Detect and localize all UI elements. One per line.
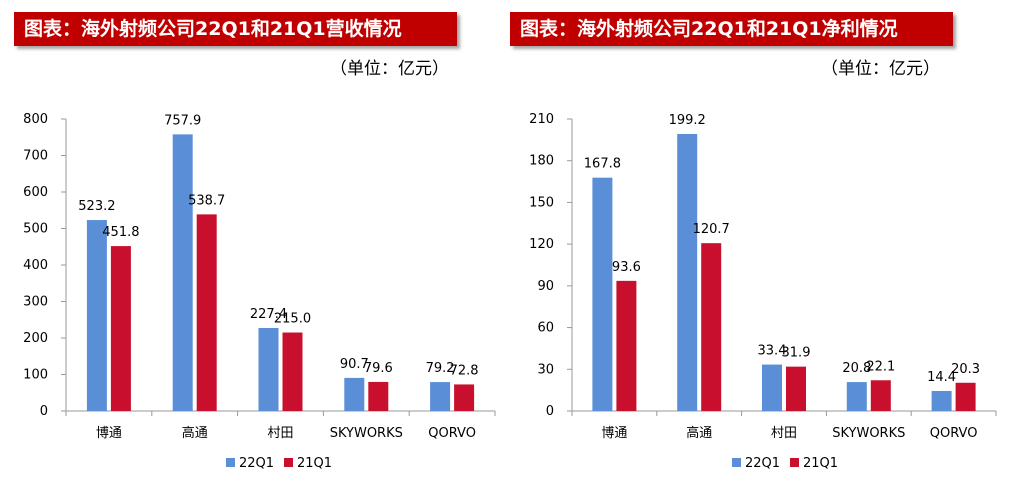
y-tick-label: 100 xyxy=(23,368,48,383)
category-label: 村田 xyxy=(267,426,293,441)
y-tick-label: 0 xyxy=(40,404,48,419)
legend-swatch xyxy=(284,458,293,467)
data-label: 79.6 xyxy=(364,361,393,376)
net-profit-chart-panel: 图表：海外射频公司22Q1和21Q1净利情况 （单位：亿元） 0 30 60 90 12… xyxy=(506,0,1012,484)
category-label: 博通 xyxy=(601,426,627,441)
unit-label: （单位：亿元） xyxy=(330,59,449,79)
bar-21Q1 xyxy=(196,214,217,411)
bar-22Q1 xyxy=(592,177,613,411)
legend-label: 22Q1 xyxy=(239,456,274,471)
category-label: SKYWORKS xyxy=(330,426,403,441)
y-tick-label: 600 xyxy=(23,185,48,200)
chart-title: 图表：海外射频公司22Q1和21Q1营收情况 xyxy=(14,12,457,46)
bar-21Q1 xyxy=(701,243,722,411)
legend-swatch xyxy=(732,458,741,467)
category-label: 村田 xyxy=(771,426,797,441)
data-label: 20.8 xyxy=(842,361,871,376)
data-label: 79.2 xyxy=(426,361,455,376)
category-label: 高通 xyxy=(686,425,712,441)
legend-label: 22Q1 xyxy=(745,456,780,471)
data-label: 523.2 xyxy=(78,199,115,214)
y-tick-label: 300 xyxy=(23,295,48,310)
legend-label: 21Q1 xyxy=(297,456,332,471)
category-label: SKYWORKS xyxy=(832,426,905,441)
y-tick-label: 800 xyxy=(23,112,48,127)
data-label: 33.4 xyxy=(758,344,787,359)
data-label: 22.1 xyxy=(866,359,895,374)
data-label: 14.4 xyxy=(927,370,956,385)
bar-21Q1 xyxy=(616,280,637,411)
data-label: 538.7 xyxy=(188,193,225,208)
bar-22Q1 xyxy=(86,220,107,411)
y-tick-label: 60 xyxy=(537,321,554,336)
revenue-bar-chart: 0 100 200 300 400 500 600 700 800 523.2 451.8 博通 757… xyxy=(23,112,496,471)
bar-21Q1 xyxy=(110,246,131,411)
y-tick-label: 500 xyxy=(23,222,48,237)
data-label: 90.7 xyxy=(340,357,369,372)
bar-22Q1 xyxy=(172,134,193,411)
legend-label: 21Q1 xyxy=(803,456,838,471)
bar-22Q1 xyxy=(344,377,365,411)
bar-22Q1 xyxy=(430,382,451,411)
data-label: 757.9 xyxy=(164,113,201,128)
bar-21Q1 xyxy=(955,382,976,411)
data-label: 31.9 xyxy=(782,346,811,361)
bar-21Q1 xyxy=(786,366,806,411)
y-tick-label: 30 xyxy=(537,362,554,377)
data-label: 72.8 xyxy=(450,363,479,378)
bar-21Q1 xyxy=(368,381,389,411)
bar-22Q1 xyxy=(258,327,279,411)
bar-22Q1 xyxy=(677,134,698,411)
bar-22Q1 xyxy=(846,382,867,411)
data-label: 215.0 xyxy=(274,312,311,327)
net-profit-bar-chart: 0 30 60 90 120 150 180 210 167.8 93.6 博通 199.2 120.7… xyxy=(529,112,997,471)
y-tick-label: 200 xyxy=(23,331,48,346)
bar-21Q1 xyxy=(454,384,475,411)
bar-21Q1 xyxy=(870,380,891,411)
bar-22Q1 xyxy=(931,390,952,411)
data-label: 120.7 xyxy=(693,222,730,237)
bar-21Q1 xyxy=(282,332,303,411)
y-tick-label: 180 xyxy=(529,154,554,169)
data-label: 227.4 xyxy=(250,307,287,322)
data-label: 199.2 xyxy=(669,113,706,128)
data-label: 167.8 xyxy=(584,157,621,172)
category-label: 博通 xyxy=(96,426,122,441)
data-label: 451.8 xyxy=(102,225,139,240)
legend-swatch xyxy=(790,458,799,467)
y-tick-label: 400 xyxy=(23,258,48,273)
legend-swatch xyxy=(226,458,235,467)
category-label: QORVO xyxy=(428,426,476,441)
y-tick-label: 0 xyxy=(546,404,554,419)
revenue-chart-panel: 图表：海外射频公司22Q1和21Q1营收情况 （单位：亿元） 0 100 200 30… xyxy=(14,12,496,471)
category-label: 高通 xyxy=(182,425,208,441)
y-tick-label: 120 xyxy=(529,237,554,252)
unit-label: （单位：亿元） xyxy=(821,59,940,79)
bar-22Q1 xyxy=(762,364,782,411)
y-tick-label: 90 xyxy=(537,279,554,294)
data-label: 20.3 xyxy=(951,362,980,377)
y-tick-label: 700 xyxy=(23,149,48,164)
y-tick-label: 150 xyxy=(529,195,554,210)
category-label: QORVO xyxy=(930,426,978,441)
data-label: 93.6 xyxy=(612,260,641,275)
chart-title: 图表：海外射频公司22Q1和21Q1净利情况 xyxy=(510,12,953,46)
y-tick-label: 210 xyxy=(529,112,554,127)
